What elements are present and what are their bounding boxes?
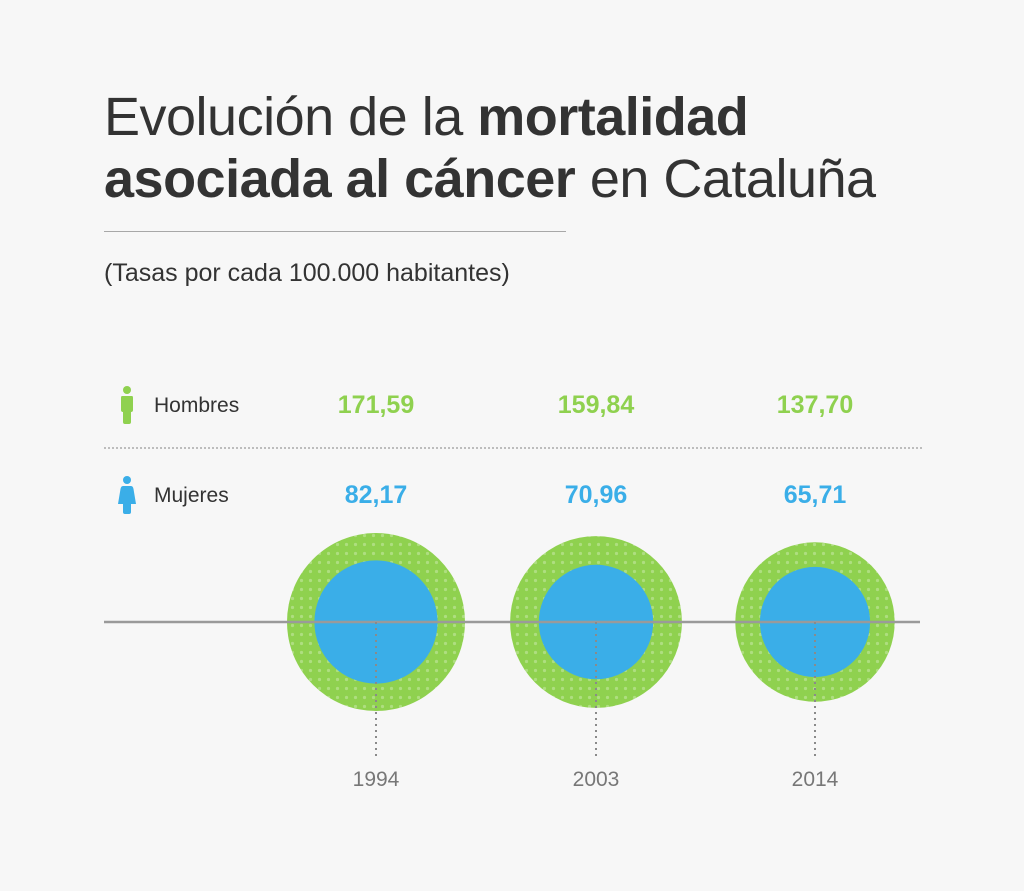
- title-part-1: Evolución de la: [104, 87, 478, 147]
- year-label-2003: 2003: [572, 768, 620, 791]
- value-label-men-1994: 171,59: [337, 391, 415, 419]
- row-separator: [104, 447, 922, 449]
- year-ticks: [375, 622, 816, 757]
- title-part-bold: mortalidad asociada al cáncer: [104, 87, 749, 209]
- value-label-men-2003: 159,84: [557, 391, 635, 419]
- title-part-3: en Cataluña: [575, 149, 876, 209]
- value-label-women-2014: 65,71: [783, 481, 847, 509]
- legend-label-women: Mujeres: [154, 484, 229, 507]
- chart-title: Evolución de la mortalidad asociada al c…: [104, 86, 964, 210]
- chart-subtitle: (Tasas por cada 100.000 habitantes): [104, 259, 510, 287]
- legend-label-men: Hombres: [154, 394, 240, 417]
- value-label-women-1994: 82,17: [344, 481, 408, 509]
- value-label-men-2014: 137,70: [776, 391, 854, 419]
- year-label-1994: 1994: [352, 768, 400, 791]
- value-label-women-2003: 70,96: [564, 481, 628, 509]
- man-icon: [121, 386, 133, 424]
- title-divider: [104, 231, 566, 232]
- year-label-2014: 2014: [791, 768, 839, 791]
- woman-icon: [118, 476, 136, 514]
